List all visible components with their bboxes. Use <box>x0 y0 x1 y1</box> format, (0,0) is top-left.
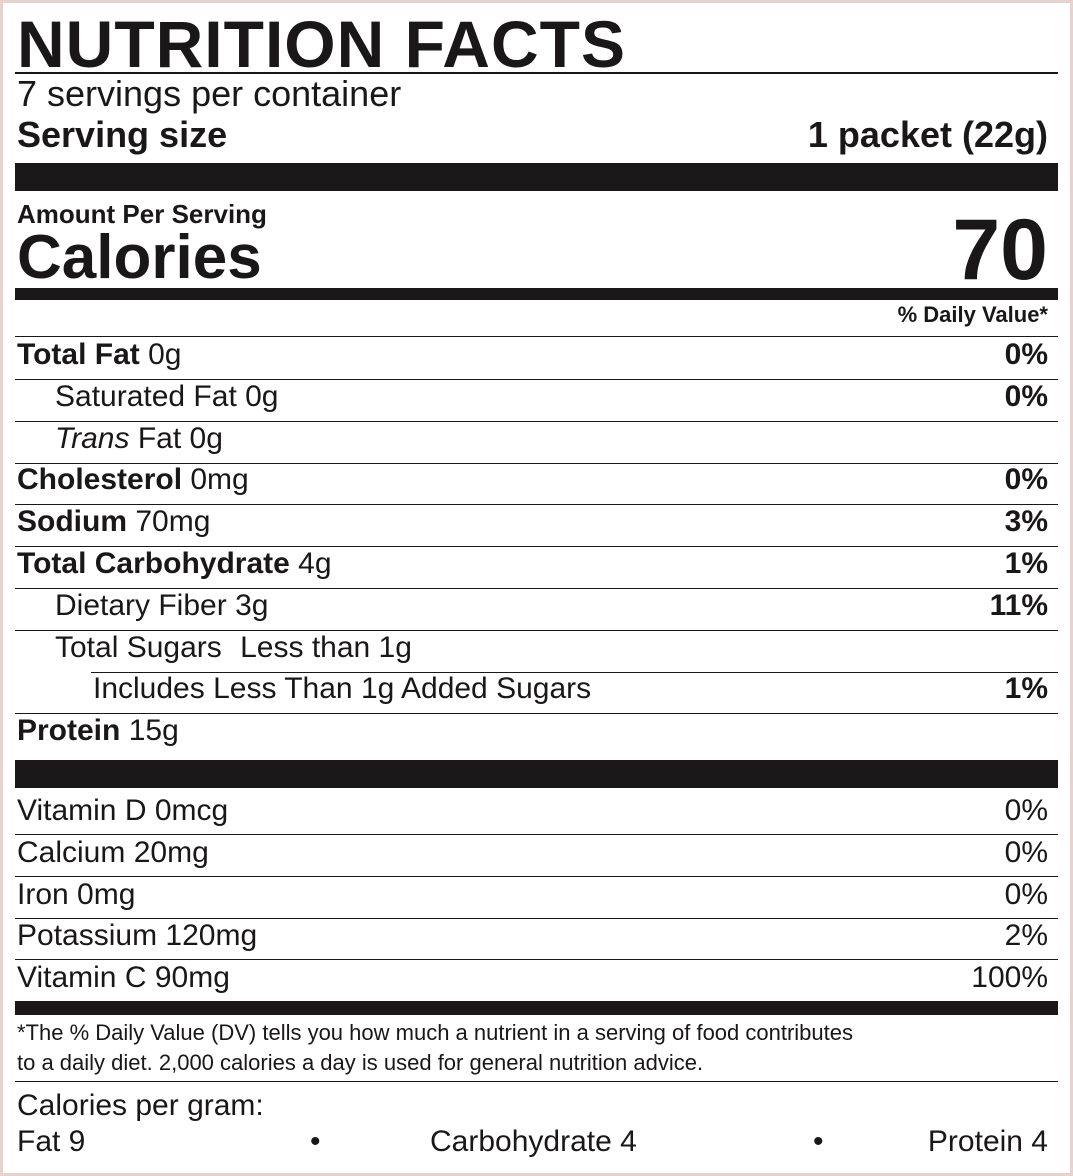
nutrient-amount: 0g <box>245 379 279 413</box>
nutrient-label: Sodium <box>17 505 127 539</box>
rule <box>15 462 1058 464</box>
vitamin-label: Vitamin C <box>17 961 147 995</box>
nutrient-prefix: Trans <box>55 421 130 455</box>
nutrient-label: Total Sugars <box>55 630 222 664</box>
bullet: • <box>310 1125 321 1158</box>
rule <box>15 917 1058 919</box>
rule <box>15 379 1058 380</box>
rule <box>15 420 1058 422</box>
daily-value: 1% <box>1004 672 1048 706</box>
calories-per-gram-item: Protein 4 <box>927 1125 1048 1158</box>
nutrient-amount: 0g <box>148 338 182 371</box>
rule <box>15 72 1058 74</box>
vitamin-label: Vitamin D <box>17 794 147 827</box>
nutrient-label: Total Fat <box>17 338 140 371</box>
rule <box>15 875 1058 877</box>
serving-size-label: Serving size <box>17 114 228 155</box>
daily-value: 0% <box>1004 338 1048 371</box>
serving-size-value: 1 packet (22g) <box>807 114 1048 155</box>
rule <box>91 671 1058 673</box>
rule <box>15 546 1058 548</box>
nutrient-name: Total Carbohydrate 4g <box>17 549 332 579</box>
nutrient-label: Protein <box>17 714 121 748</box>
bullet: • <box>813 1125 824 1158</box>
rule <box>15 713 1058 715</box>
medium-bar <box>15 288 1058 300</box>
daily-value: 2% <box>1004 919 1048 953</box>
vitamin-amount: 0mg <box>77 877 136 911</box>
daily-value: 0% <box>1004 835 1048 869</box>
calories-value: 70 <box>952 202 1048 298</box>
thick-bar <box>15 163 1058 191</box>
daily-value: 3% <box>1004 505 1048 539</box>
vitamin-name: Vitamin D 0mcg <box>17 796 228 826</box>
nutrient-label: Dietary Fiber <box>55 588 227 622</box>
vitamin-name: Iron 0mg <box>17 877 136 911</box>
daily-value: 0% <box>1004 877 1048 911</box>
vitamin-name: Potassium 120mg <box>17 921 257 951</box>
footnote-line: to a daily diet. 2,000 calories a day is… <box>17 1050 704 1075</box>
daily-value: 100% <box>971 961 1048 995</box>
nutrient-name: Total Fat 0g <box>17 340 182 370</box>
daily-value: 0% <box>1004 463 1048 497</box>
servings: 7 servings per container <box>17 73 402 114</box>
rule <box>15 1081 1058 1082</box>
calories-per-gram-item: Carbohydrate 4 <box>430 1125 637 1158</box>
daily-value: 0% <box>1004 379 1048 413</box>
nutrient-label: Includes Less Than 1g Added Sugars <box>93 672 592 706</box>
nutrient-amount: 0mg <box>190 463 249 497</box>
nutrient-name: Trans Fat 0g <box>55 421 223 455</box>
rule <box>15 959 1058 961</box>
nutrient-label: Fat <box>137 421 182 455</box>
rule <box>15 588 1058 589</box>
medium-bar <box>15 1001 1058 1015</box>
nutrient-amount: Less than 1g <box>240 630 412 664</box>
vitamin-label: Calcium <box>17 835 126 869</box>
calories-label: Calories <box>17 223 262 292</box>
nutrient-name: Protein 15g <box>17 716 179 746</box>
nutrient-amount: 15g <box>128 714 179 748</box>
nutrient-amount: 70mg <box>135 505 211 539</box>
vitamin-amount: 120mg <box>165 919 258 953</box>
nutrient-label: Saturated Fat <box>55 379 237 413</box>
thick-bar <box>15 760 1058 788</box>
vitamin-amount: 20mg <box>133 835 209 869</box>
vitamin-amount: 90mg <box>154 961 230 995</box>
daily-value: 11% <box>989 588 1048 622</box>
nutrient-name: Includes Less Than 1g Added Sugars <box>93 674 591 704</box>
daily-value: 1% <box>1004 547 1048 580</box>
nutrient-label: Total Carbohydrate <box>17 547 290 580</box>
nutrient-name: Cholesterol 0mg <box>17 465 249 495</box>
calories-per-gram-item: Fat 9 <box>17 1125 86 1158</box>
amount-per-serving: Amount Per Serving <box>17 199 267 229</box>
vitamin-name: Vitamin C 90mg <box>17 963 230 993</box>
rule <box>15 834 1058 835</box>
nutrient-amount: 3g <box>235 588 269 622</box>
rule <box>15 504 1058 506</box>
daily-value-header: % Daily Value* <box>897 302 1048 327</box>
nutrient-name: Sodium 70mg <box>17 507 210 537</box>
calories-per-gram-label: Calories per gram: <box>17 1089 264 1122</box>
vitamin-label: Iron <box>17 877 69 911</box>
rule <box>15 629 1058 631</box>
daily-value: 0% <box>1004 794 1048 827</box>
nutrient-name: Total Sugars Less than 1g <box>55 630 412 664</box>
vitamin-amount: 0mcg <box>154 794 229 827</box>
nutrient-amount: 0g <box>189 421 223 455</box>
nutrient-name: Saturated Fat 0g <box>55 379 279 413</box>
vitamin-name: Calcium 20mg <box>17 835 209 869</box>
nutrient-amount: 4g <box>298 547 332 580</box>
title: NUTRITION FACTS <box>17 7 626 81</box>
footnote-line: *The % Daily Value (DV) tells you how mu… <box>17 1020 853 1045</box>
nutrient-name: Dietary Fiber 3g <box>55 588 269 622</box>
nutrient-label: Cholesterol <box>17 463 183 497</box>
rule <box>15 336 1058 337</box>
vitamin-label: Potassium <box>17 919 158 953</box>
